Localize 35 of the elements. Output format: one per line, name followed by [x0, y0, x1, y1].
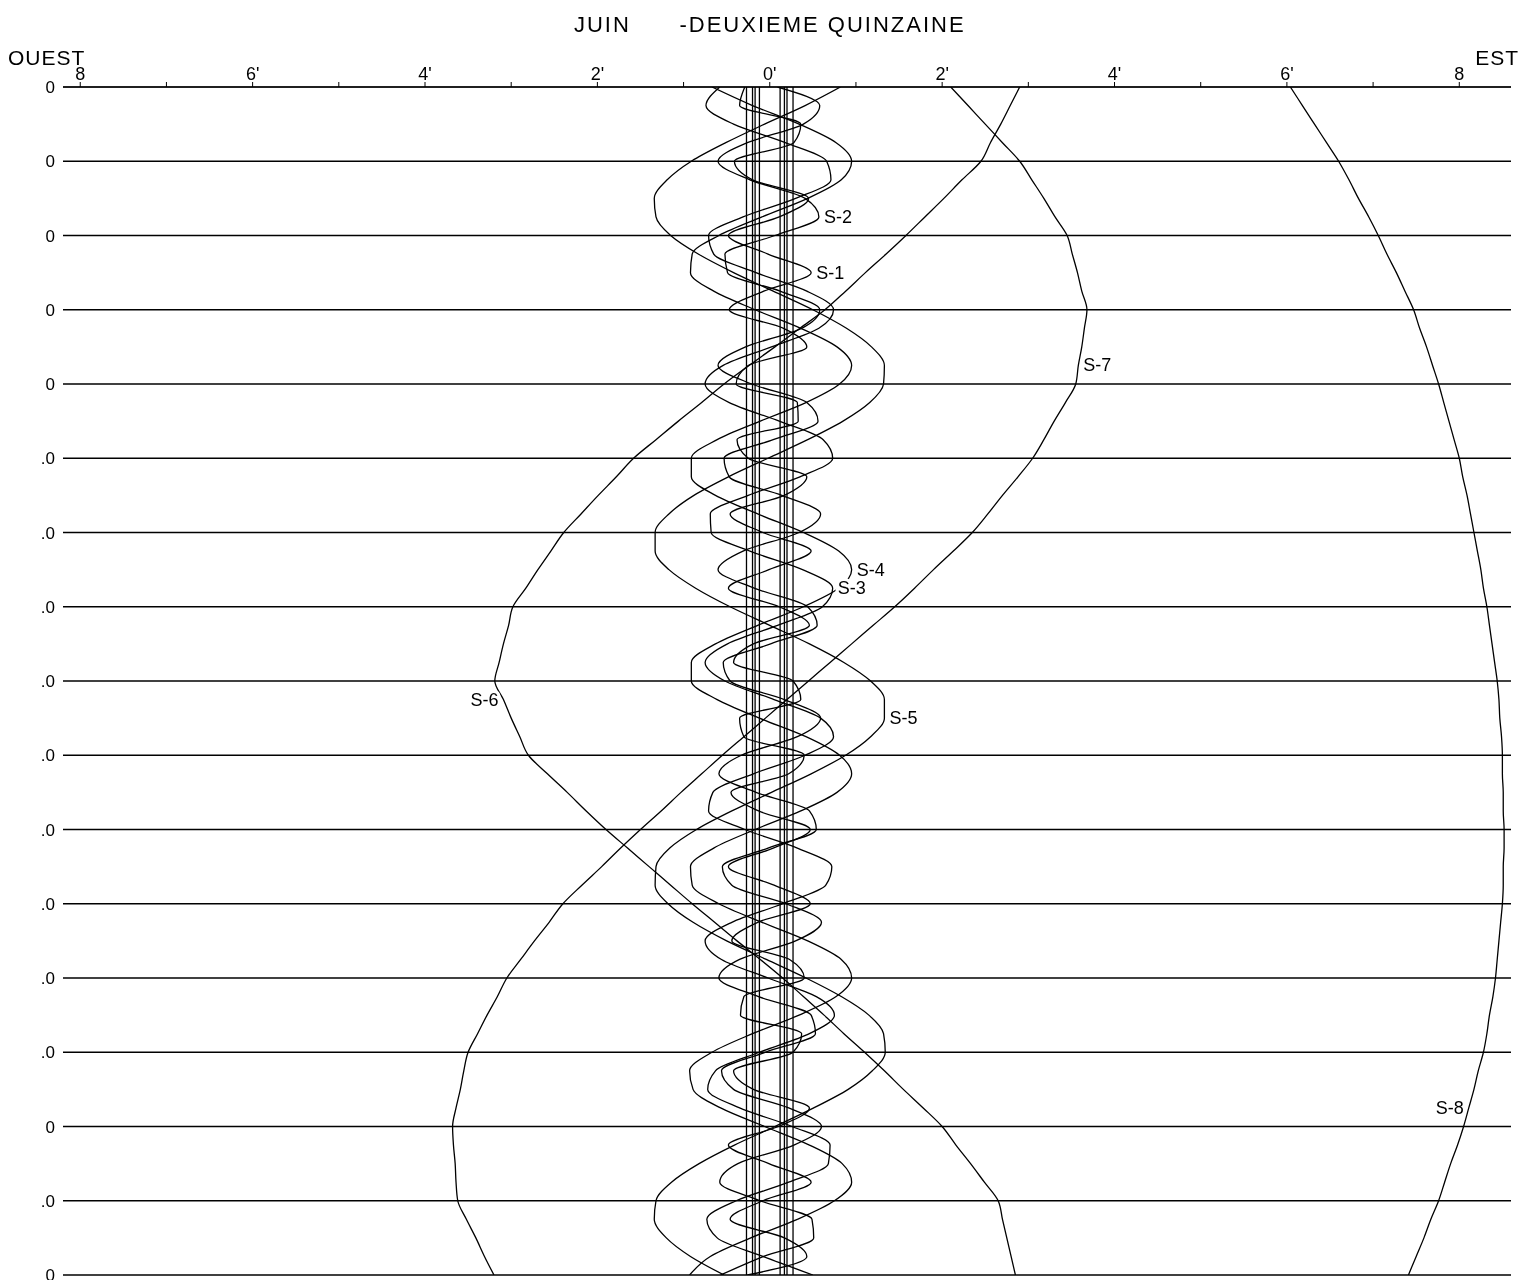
series-label: S-3 [837, 578, 866, 599]
y-tick-label: .0 [40, 449, 55, 469]
y-tick-label: .0 [40, 523, 55, 543]
y-tick-label: .0 [40, 894, 55, 914]
x-tick-label: 8 [75, 64, 86, 84]
series-label: S-4 [856, 559, 885, 580]
y-tick-label: .0 [40, 597, 55, 617]
x-tick-label: 4' [1107, 64, 1122, 84]
x-tick-label: 6' [1280, 64, 1294, 84]
text: EST [1475, 46, 1519, 70]
series-label: S-1 [816, 262, 845, 283]
x-tick-label: 8 [1454, 64, 1465, 84]
y-tick-label: .0 [40, 746, 55, 766]
y-tick-label: 0 [45, 78, 55, 98]
y-tick-label: 0 [45, 1117, 55, 1137]
series-label: S-6 [470, 689, 499, 710]
chart-title: JUIN -DEUXIEME QUINZAINE [572, 12, 967, 38]
x-tick-label: 0' [763, 64, 777, 84]
x-tick-label: 2' [590, 64, 605, 84]
series-label: S-5 [889, 708, 918, 729]
x-tick-label: 4' [418, 64, 432, 84]
y-tick-label: 0 [45, 375, 55, 395]
y-tick-label: 0 [45, 300, 55, 320]
series-label: S-7 [1083, 355, 1112, 376]
x-tick-label: 6' [245, 64, 260, 84]
series-label: S-8 [1435, 1097, 1464, 1118]
y-tick-label: .0 [40, 969, 55, 989]
series-label: S-2 [823, 206, 852, 227]
y-tick-label: .0 [40, 820, 55, 840]
x-tick-label: 2' [935, 64, 949, 84]
y-tick-label: 0 [45, 226, 55, 246]
y-tick-label: .0 [40, 1191, 55, 1211]
y-tick-label: 0 [45, 152, 55, 172]
y-tick-label: .0 [40, 1043, 55, 1063]
y-tick-label: .0 [40, 672, 55, 692]
